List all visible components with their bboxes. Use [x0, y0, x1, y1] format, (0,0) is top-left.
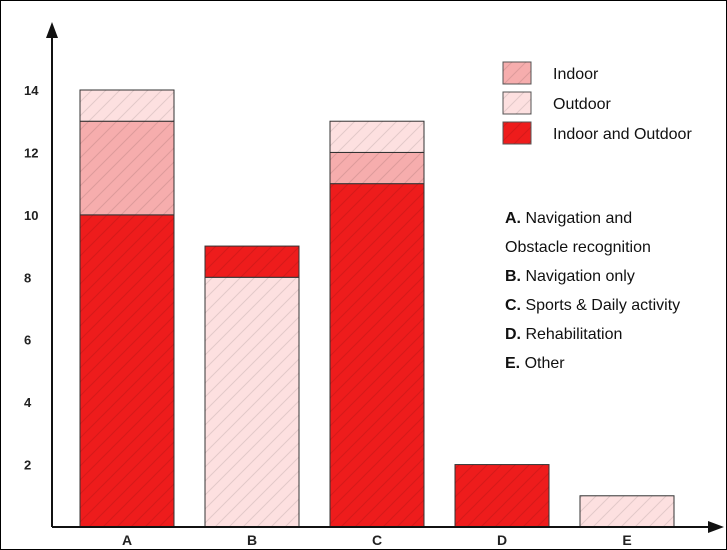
legend: Indoor Outdoor Indoor and Outdoor — [502, 61, 692, 145]
bar-texture — [455, 464, 549, 527]
legend-swatch-texture — [503, 92, 531, 114]
y-tick-label: 14 — [24, 83, 39, 98]
bar-texture — [80, 214, 174, 527]
bars-layer — [79, 89, 675, 528]
axes-layer — [46, 22, 724, 533]
y-tick-label: 4 — [24, 395, 32, 410]
x-category-labels: A B C D E — [122, 532, 632, 548]
legend-label-outdoor: Outdoor — [553, 96, 611, 113]
y-axis-arrow — [46, 22, 58, 38]
bar-texture — [205, 246, 299, 278]
category-note-line: B. Navigation only — [505, 268, 635, 285]
x-axis-arrow — [708, 521, 724, 533]
bar-texture — [330, 183, 424, 527]
y-tick-labels: 2 4 6 8 10 12 14 — [24, 83, 39, 473]
x-category-label: D — [497, 532, 507, 548]
legend-label-indoor-and-outdoor: Indoor and Outdoor — [553, 126, 692, 143]
bar-texture — [80, 90, 174, 122]
bar-texture — [205, 277, 299, 527]
x-category-label: E — [622, 532, 631, 548]
y-tick-label: 8 — [24, 270, 31, 285]
legend-swatch-texture — [503, 122, 531, 144]
x-category-label: C — [372, 532, 382, 548]
x-category-label: A — [122, 532, 132, 548]
bar-texture — [80, 121, 174, 215]
category-note-line: D. Rehabilitation — [505, 326, 622, 343]
y-tick-label: 2 — [24, 458, 31, 473]
y-tick-label: 12 — [24, 145, 38, 160]
legend-label-indoor: Indoor — [553, 66, 599, 83]
y-tick-label: 6 — [24, 333, 31, 348]
x-category-label: B — [247, 532, 257, 548]
y-tick-label: 10 — [24, 208, 38, 223]
bar-texture — [580, 495, 674, 527]
bar-texture — [330, 121, 424, 153]
category-notes: A. Navigation and Obstacle recognition B. … — [505, 210, 680, 372]
category-note-line: E. Other — [505, 355, 565, 372]
category-note-line: Obstacle recognition — [505, 239, 651, 256]
bar-texture — [330, 152, 424, 184]
category-note-line: C. Sports & Daily activity — [505, 297, 680, 314]
category-note-line: A. Navigation and — [505, 210, 632, 227]
legend-swatch-texture — [503, 62, 531, 84]
